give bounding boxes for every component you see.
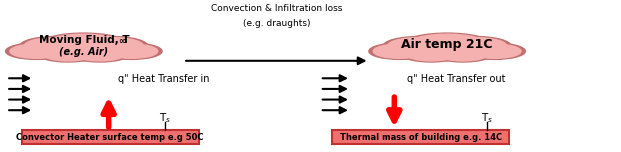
Ellipse shape — [413, 43, 481, 59]
Ellipse shape — [435, 48, 491, 62]
Ellipse shape — [369, 43, 430, 59]
Text: Convection & Infiltration loss: Convection & Infiltration loss — [211, 4, 342, 13]
Ellipse shape — [409, 42, 486, 60]
Ellipse shape — [24, 38, 86, 54]
Ellipse shape — [71, 48, 128, 62]
Ellipse shape — [445, 38, 507, 54]
Ellipse shape — [6, 43, 67, 59]
Text: (e.g. Air): (e.g. Air) — [59, 47, 109, 57]
Text: ∞: ∞ — [119, 37, 126, 46]
Ellipse shape — [76, 49, 124, 61]
Text: T$_s$: T$_s$ — [158, 112, 171, 125]
Ellipse shape — [42, 33, 126, 54]
Ellipse shape — [409, 34, 485, 53]
Ellipse shape — [45, 42, 122, 60]
Ellipse shape — [40, 48, 96, 62]
Ellipse shape — [82, 38, 143, 54]
Text: q" Heat Transfer out: q" Heat Transfer out — [407, 74, 505, 84]
Text: Moving Fluid, T: Moving Fluid, T — [39, 35, 129, 45]
Ellipse shape — [78, 37, 148, 55]
Ellipse shape — [388, 38, 449, 54]
Ellipse shape — [105, 44, 158, 58]
Ellipse shape — [44, 49, 92, 61]
Ellipse shape — [46, 34, 122, 53]
Ellipse shape — [464, 43, 525, 59]
Text: T$_s$: T$_s$ — [481, 112, 494, 125]
Text: (e.g. draughts): (e.g. draughts) — [243, 19, 310, 28]
Text: Thermal mass of building e.g. 14C: Thermal mass of building e.g. 14C — [340, 133, 502, 142]
Ellipse shape — [383, 37, 453, 55]
Ellipse shape — [20, 37, 90, 55]
Text: q" Heat Transfer in: q" Heat Transfer in — [118, 74, 209, 84]
Ellipse shape — [101, 43, 162, 59]
Ellipse shape — [405, 33, 489, 54]
Ellipse shape — [439, 49, 487, 61]
Ellipse shape — [441, 37, 511, 55]
FancyBboxPatch shape — [22, 130, 199, 144]
Ellipse shape — [373, 44, 426, 58]
Ellipse shape — [50, 43, 118, 59]
Text: Air temp 21C: Air temp 21C — [401, 38, 493, 51]
Text: Convector Heater surface temp e.g 50C: Convector Heater surface temp e.g 50C — [17, 133, 204, 142]
Ellipse shape — [10, 44, 63, 58]
Ellipse shape — [468, 44, 521, 58]
Ellipse shape — [407, 49, 455, 61]
FancyBboxPatch shape — [332, 130, 509, 144]
Ellipse shape — [403, 48, 460, 62]
